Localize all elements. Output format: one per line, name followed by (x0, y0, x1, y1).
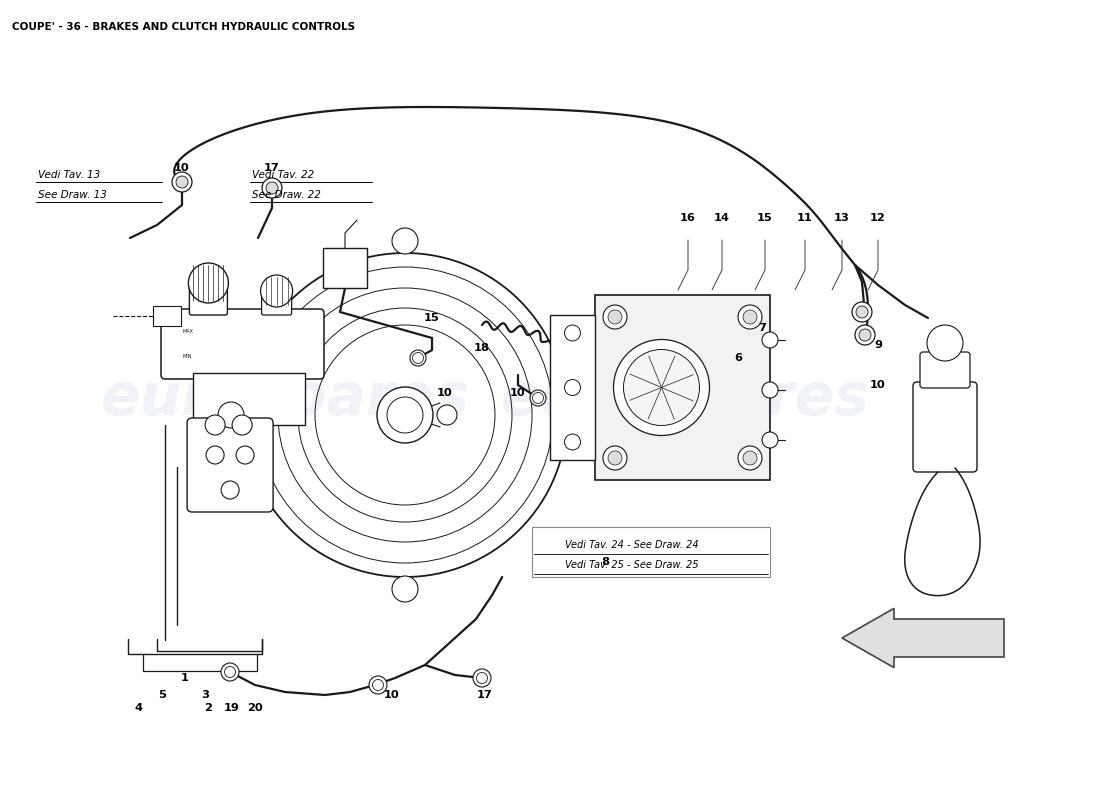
Text: MAX: MAX (183, 329, 194, 334)
Circle shape (221, 663, 239, 681)
Circle shape (603, 446, 627, 470)
Text: 10: 10 (870, 380, 886, 390)
Circle shape (206, 446, 224, 464)
Circle shape (564, 325, 581, 341)
Circle shape (762, 332, 778, 348)
FancyBboxPatch shape (161, 309, 324, 379)
Text: 4: 4 (134, 703, 142, 713)
Circle shape (603, 305, 627, 329)
Circle shape (412, 353, 424, 363)
Circle shape (856, 306, 868, 318)
Bar (595, 295, 770, 480)
Circle shape (742, 451, 757, 465)
Text: 15: 15 (757, 213, 773, 223)
Text: 13: 13 (834, 213, 850, 223)
Polygon shape (842, 608, 1004, 668)
Text: 9: 9 (874, 340, 882, 350)
Circle shape (473, 669, 491, 687)
Circle shape (532, 393, 543, 403)
Circle shape (172, 172, 192, 192)
Text: 1: 1 (182, 673, 189, 683)
Circle shape (392, 228, 418, 254)
Circle shape (566, 402, 592, 428)
Circle shape (624, 350, 700, 426)
Circle shape (368, 676, 387, 694)
Bar (532, 527, 770, 577)
Text: 20: 20 (248, 703, 263, 713)
Circle shape (224, 666, 235, 678)
Text: 6: 6 (734, 353, 742, 363)
Text: MIN: MIN (183, 354, 192, 358)
Circle shape (608, 451, 622, 465)
Text: 14: 14 (714, 213, 730, 223)
Circle shape (377, 387, 433, 443)
Text: eurospares: eurospares (100, 370, 470, 426)
Circle shape (855, 325, 875, 345)
Text: COUPE' - 36 - BRAKES AND CLUTCH HYDRAULIC CONTROLS: COUPE' - 36 - BRAKES AND CLUTCH HYDRAULI… (12, 22, 355, 32)
Circle shape (614, 339, 710, 435)
Text: 19: 19 (224, 703, 240, 713)
Circle shape (373, 679, 384, 690)
Text: Vedi Tav. 22: Vedi Tav. 22 (252, 170, 315, 180)
Circle shape (218, 402, 244, 428)
Circle shape (530, 390, 546, 406)
Text: 5: 5 (158, 690, 166, 700)
Text: 2: 2 (205, 703, 212, 713)
FancyBboxPatch shape (913, 382, 977, 472)
Circle shape (564, 379, 581, 395)
Circle shape (262, 178, 282, 198)
Bar (323, 248, 367, 288)
Text: See Draw. 13: See Draw. 13 (39, 190, 107, 200)
Text: See Draw. 22: See Draw. 22 (252, 190, 321, 200)
Text: Vedi Tav. 24 - See Draw. 24: Vedi Tav. 24 - See Draw. 24 (565, 540, 698, 550)
Text: Vedi Tav. 25 - See Draw. 25: Vedi Tav. 25 - See Draw. 25 (565, 560, 698, 570)
Text: 17: 17 (477, 690, 493, 700)
Circle shape (221, 481, 239, 499)
Circle shape (410, 350, 426, 366)
Circle shape (927, 325, 962, 361)
Text: 11: 11 (798, 213, 813, 223)
Text: 3: 3 (201, 690, 209, 700)
Circle shape (176, 176, 188, 188)
Text: 10: 10 (510, 388, 526, 398)
Circle shape (738, 305, 762, 329)
Text: 15: 15 (425, 313, 440, 323)
Text: Vedi Tav. 13: Vedi Tav. 13 (39, 170, 100, 180)
Circle shape (437, 405, 456, 425)
Circle shape (232, 415, 252, 435)
Bar (550, 315, 595, 460)
Circle shape (742, 310, 757, 324)
Circle shape (236, 446, 254, 464)
Circle shape (261, 275, 293, 307)
Text: 8: 8 (601, 557, 609, 567)
FancyBboxPatch shape (189, 281, 228, 315)
Circle shape (205, 415, 225, 435)
Text: eurospares: eurospares (500, 370, 869, 426)
Circle shape (762, 382, 778, 398)
Bar (192, 373, 305, 425)
Text: 12: 12 (870, 213, 886, 223)
Text: 17: 17 (264, 163, 279, 173)
Text: 18: 18 (474, 343, 490, 353)
Circle shape (859, 329, 871, 341)
Text: 10: 10 (174, 163, 190, 173)
Circle shape (564, 434, 581, 450)
Circle shape (266, 182, 278, 194)
Circle shape (392, 576, 418, 602)
Circle shape (852, 302, 872, 322)
Bar (153, 306, 182, 326)
FancyBboxPatch shape (187, 418, 273, 512)
Circle shape (476, 673, 487, 683)
FancyBboxPatch shape (262, 289, 292, 315)
Circle shape (188, 263, 229, 303)
Circle shape (608, 310, 622, 324)
Circle shape (762, 432, 778, 448)
Text: 16: 16 (680, 213, 696, 223)
Circle shape (387, 397, 424, 433)
FancyBboxPatch shape (920, 352, 970, 388)
Text: 10: 10 (437, 388, 453, 398)
Text: 10: 10 (384, 690, 400, 700)
Text: 7: 7 (758, 323, 766, 333)
Circle shape (738, 446, 762, 470)
